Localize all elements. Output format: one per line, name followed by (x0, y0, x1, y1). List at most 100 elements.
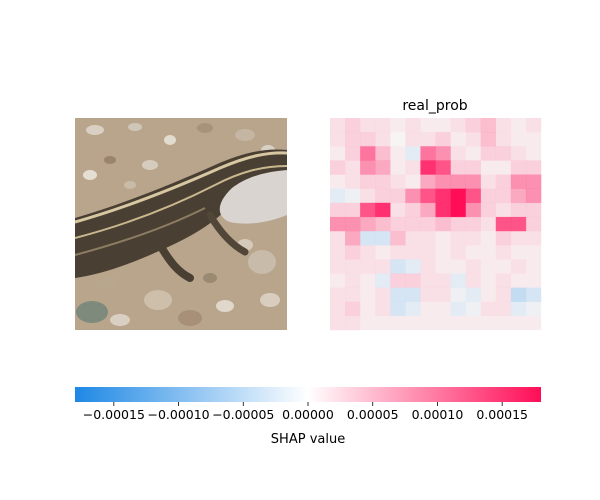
heatmap-cell (465, 132, 482, 147)
heatmap-cell (450, 287, 466, 303)
heatmap-cell (330, 315, 346, 331)
heatmap-cell (375, 301, 391, 317)
heatmap-cell (480, 245, 497, 260)
heatmap-cell (510, 160, 527, 175)
heatmap-cell (330, 146, 346, 161)
heatmap-cell (510, 245, 527, 260)
heatmap-cell (405, 287, 421, 303)
heatmap-cell (405, 259, 421, 274)
heatmap-cell (465, 301, 482, 317)
heatmap-cell (405, 231, 421, 246)
heatmap-cell (420, 273, 436, 288)
heatmap-cell (345, 245, 361, 260)
heatmap-cell (435, 245, 451, 260)
heatmap-cell (390, 216, 406, 232)
heatmap-cell (420, 245, 436, 260)
heatmap-cell (510, 132, 527, 147)
heatmap-cell (510, 315, 527, 331)
colorbar-tick-label: −0.00015 (83, 407, 145, 422)
heatmap-cell (435, 287, 451, 303)
heatmap-cell (405, 118, 421, 133)
heatmap-cell (420, 301, 436, 317)
heatmap-cell (330, 259, 346, 274)
heatmap-cell (480, 202, 497, 218)
heatmap-cell (495, 231, 512, 246)
colorbar-tick-label: −0.00010 (147, 407, 209, 422)
heatmap-cell (525, 174, 542, 189)
heatmap-cell (420, 287, 436, 303)
heatmap-cell (510, 231, 527, 246)
heatmap-cell (375, 118, 391, 133)
heatmap-cell (480, 315, 497, 331)
heatmap-cell (525, 301, 542, 317)
heatmap-cell (435, 273, 451, 288)
heatmap-cell (495, 259, 512, 274)
heatmap-cell (375, 287, 391, 303)
heatmap-cell (405, 216, 421, 232)
heatmap-cell (480, 188, 497, 204)
heatmap-cell (510, 188, 527, 204)
heatmap-cell (510, 287, 527, 303)
heatmap-cell (420, 146, 436, 161)
heatmap-cell (450, 118, 466, 133)
heatmap-cell (450, 174, 466, 189)
heatmap-cell (405, 132, 421, 147)
heatmap-cell (405, 202, 421, 218)
heatmap-cell (360, 287, 376, 303)
heatmap-cell (420, 315, 436, 331)
colorbar-tick-label: 0.00005 (347, 407, 399, 422)
heatmap-cell (390, 301, 406, 317)
heatmap-cell (420, 132, 436, 147)
heatmap-cell (510, 174, 527, 189)
heatmap-cell (525, 118, 542, 133)
heatmap-cell (345, 231, 361, 246)
heatmap-cell (450, 231, 466, 246)
heatmap-cell (390, 273, 406, 288)
heatmap-cell (495, 301, 512, 317)
heatmap-cell (330, 216, 346, 232)
heatmap-cell (330, 301, 346, 317)
colorbar-tick-label: 0.00000 (282, 407, 334, 422)
heatmap-cell (360, 174, 376, 189)
heatmap-cell (465, 231, 482, 246)
heatmap-cell (405, 301, 421, 317)
heatmap-cell (420, 174, 436, 189)
heatmap-cell (450, 146, 466, 161)
heatmap-cell (345, 259, 361, 274)
heatmap-cell (495, 132, 512, 147)
heatmap-cell (495, 287, 512, 303)
heatmap-cell (465, 118, 482, 133)
heatmap-cell (450, 245, 466, 260)
heatmap-cell (360, 273, 376, 288)
heatmap-cell (510, 202, 527, 218)
heatmap-cell (450, 160, 466, 175)
colorbar-label: SHAP value (271, 432, 345, 447)
heatmap-cell (480, 259, 497, 274)
colorbar: −0.00015 −0.00010 −0.00005 0.00000 0.00005 0.… (75, 387, 541, 447)
heatmap-cell (405, 245, 421, 260)
heatmap-cell (525, 245, 542, 260)
heatmap-cell (495, 216, 512, 232)
heatmap-cell (360, 245, 376, 260)
heatmap-cell (330, 174, 346, 189)
heatmap-cell (480, 231, 497, 246)
heatmap-cell (375, 202, 391, 218)
heatmap-cell (480, 146, 497, 161)
heatmap-cell (435, 146, 451, 161)
heatmap-cell (360, 315, 376, 331)
heatmap-cell (390, 315, 406, 331)
heatmap-cell (510, 216, 527, 232)
heatmap-cell (450, 259, 466, 274)
heatmap-cell (525, 315, 542, 331)
heatmap-cell (495, 273, 512, 288)
heatmap-cell (345, 118, 361, 133)
heatmap-cell (330, 245, 346, 260)
heatmap-cell (465, 174, 482, 189)
heatmap-cell (375, 188, 391, 204)
heatmap-cell (390, 146, 406, 161)
heatmap-cell (420, 160, 436, 175)
heatmap-cell (390, 174, 406, 189)
heatmap-cell (495, 174, 512, 189)
heatmap-cell (330, 202, 346, 218)
heatmap-cell (345, 188, 361, 204)
